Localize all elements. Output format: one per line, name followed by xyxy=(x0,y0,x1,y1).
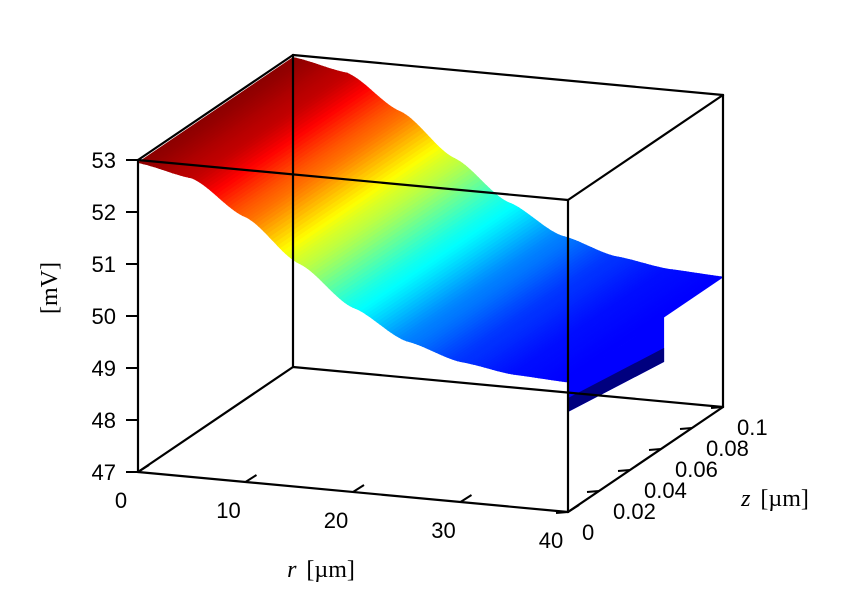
x-axis-tick xyxy=(244,474,258,483)
y-axis-tick xyxy=(586,490,600,493)
y-axis-tick xyxy=(648,448,662,451)
surface-plot xyxy=(136,57,725,412)
z-tick-label: 47 xyxy=(92,460,116,485)
y-axis-tick xyxy=(710,406,724,409)
x-tick-label: 0 xyxy=(115,488,127,513)
x-tick-label: 30 xyxy=(431,518,455,543)
y-axis-label: z [µm] xyxy=(740,486,809,512)
y-tick-label: 0.06 xyxy=(675,457,718,482)
axes-box-edge xyxy=(136,158,570,202)
axes-box-edge xyxy=(566,405,725,514)
y-axis-tick xyxy=(555,511,569,514)
axes-box-edge xyxy=(291,53,725,97)
z-tick-label: 49 xyxy=(92,356,116,381)
y-tick-label: 0.1 xyxy=(737,415,768,440)
y-axis-tick xyxy=(617,469,631,472)
z-tick-label: 53 xyxy=(92,148,116,173)
x-tick-label: 10 xyxy=(216,498,240,523)
axes-box-edge xyxy=(291,365,725,409)
x-tick-label: 40 xyxy=(539,528,563,553)
x-tick-label: 20 xyxy=(324,508,348,533)
y-tick-label: 0 xyxy=(582,520,594,545)
z-tick-label: 52 xyxy=(92,200,116,225)
x-axis-tick xyxy=(459,494,473,503)
z-axis-label: [mV] xyxy=(37,262,63,314)
x-axis-tick xyxy=(352,484,365,493)
y-tick-label: 0.02 xyxy=(613,499,656,524)
axes-box-edge xyxy=(136,365,295,474)
surface-edge-shadow xyxy=(568,347,665,412)
y-tick-label: 0.08 xyxy=(706,436,749,461)
axes-box-edge xyxy=(566,93,725,202)
y-axis-tick xyxy=(679,427,693,430)
z-tick-label: 50 xyxy=(92,304,116,329)
x-axis-tick xyxy=(137,464,150,473)
z-tick-label: 48 xyxy=(92,408,116,433)
z-tick-label: 51 xyxy=(92,252,116,277)
axes-box-edge xyxy=(136,53,295,162)
axis-ticks: 0 10 20 30 40 0 0.020.040.060.080.1 47 48 49 50 51 5… xyxy=(92,148,768,553)
x-axis-tick xyxy=(567,504,580,513)
y-tick-label: 0.04 xyxy=(644,478,687,503)
x-axis-label: r [µm] xyxy=(287,557,355,583)
